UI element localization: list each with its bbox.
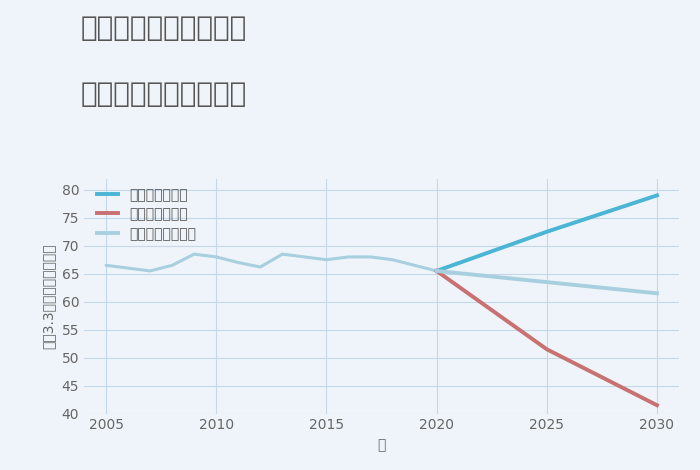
Line: バッドシナリオ: バッドシナリオ — [437, 271, 657, 405]
Y-axis label: 坪（3.3㎡）単価（万円）: 坪（3.3㎡）単価（万円） — [42, 243, 56, 349]
バッドシナリオ — [433, 268, 441, 274]
グッドシナリオ — [542, 229, 551, 235]
グッドシナリオ — [433, 268, 441, 274]
ノーマルシナリオ — [433, 268, 441, 274]
バッドシナリオ — [542, 346, 551, 352]
Text: 岐阜県岐阜市若宮町の: 岐阜県岐阜市若宮町の — [80, 14, 246, 42]
Text: 中古戸建ての価格推移: 中古戸建ての価格推移 — [80, 80, 246, 108]
Line: ノーマルシナリオ: ノーマルシナリオ — [437, 271, 657, 293]
ノーマルシナリオ — [653, 290, 662, 296]
Line: グッドシナリオ: グッドシナリオ — [437, 196, 657, 271]
バッドシナリオ — [653, 402, 662, 408]
X-axis label: 年: 年 — [377, 438, 386, 452]
グッドシナリオ — [653, 193, 662, 198]
Legend: グッドシナリオ, バッドシナリオ, ノーマルシナリオ: グッドシナリオ, バッドシナリオ, ノーマルシナリオ — [97, 188, 196, 241]
ノーマルシナリオ — [542, 279, 551, 285]
